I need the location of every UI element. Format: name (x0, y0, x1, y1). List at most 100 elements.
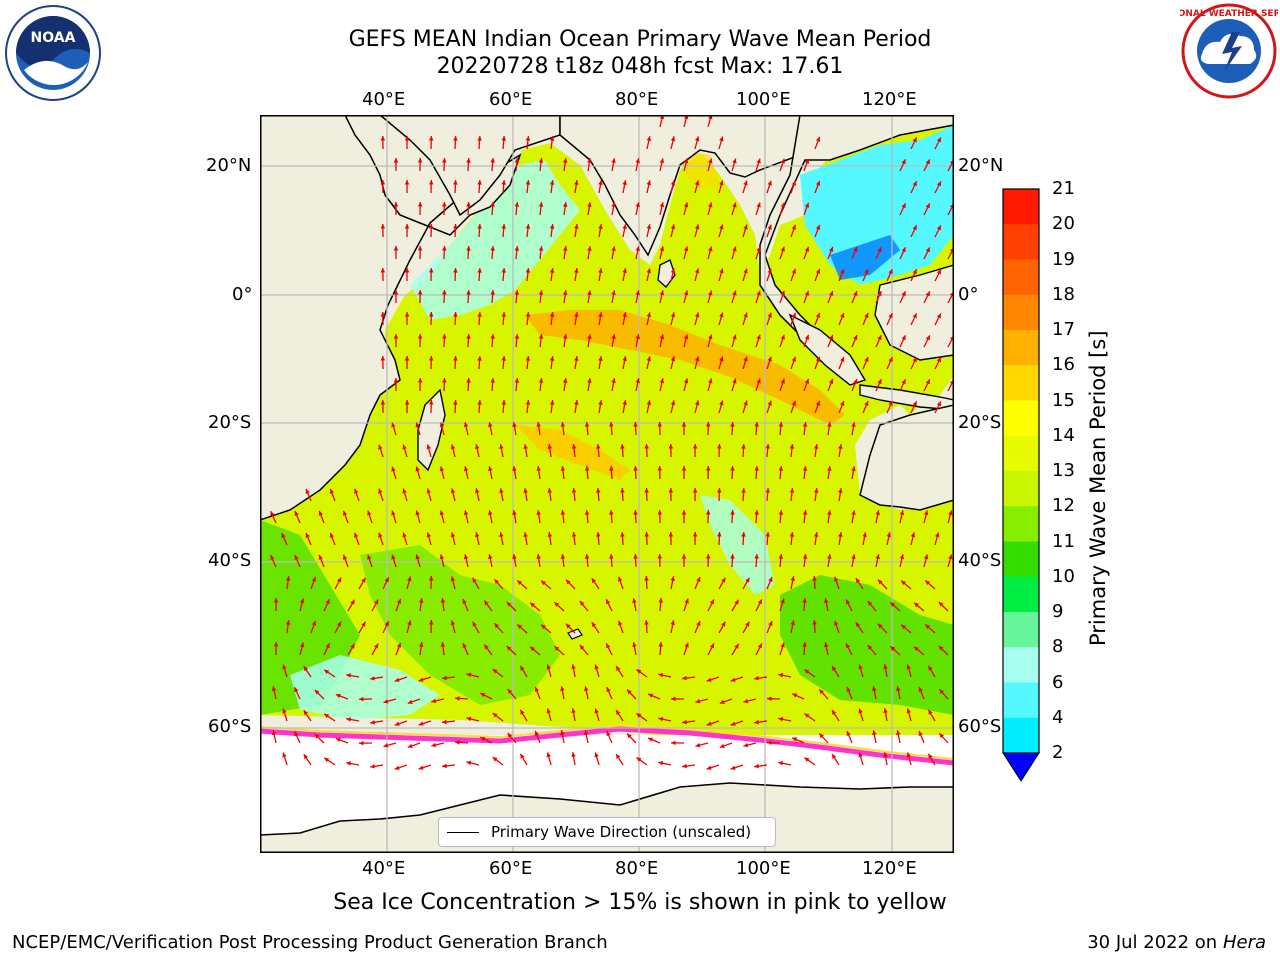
wave-direction-arrowhead (896, 730, 901, 736)
wave-direction-arrowhead (547, 532, 553, 537)
wave-direction-arrowhead (450, 620, 456, 626)
wave-direction-arrowhead (415, 554, 420, 560)
wave-direction-arrowhead (732, 290, 737, 296)
wave-direction-arrowhead (659, 246, 665, 252)
wave-direction-arrowhead (453, 180, 458, 185)
wave-direction-arrowhead (584, 510, 590, 515)
wave-direction-arrowhead (466, 760, 472, 766)
colorbar-segment (1003, 400, 1039, 437)
wave-direction-arrowhead (780, 246, 785, 252)
wave-direction-arrowhead (571, 752, 576, 757)
wave-direction-arrowhead (620, 488, 625, 493)
run-date: 30 Jul 2022 on Hera (1087, 932, 1266, 953)
wave-direction-arrowhead (925, 291, 930, 297)
wave-direction-arrowhead (780, 598, 785, 604)
wave-direction-arrowhead (417, 290, 423, 295)
colorbar-tick-label: 20 (1052, 213, 1075, 235)
wave-direction-arrowhead (538, 202, 544, 207)
wave-direction-arrowhead (768, 621, 773, 627)
wave-direction-arrowhead (616, 753, 621, 759)
wave-direction-arrowhead (538, 158, 544, 163)
colorbar-segment (1003, 224, 1039, 260)
wave-direction-arrowhead (695, 698, 701, 704)
wave-direction-arrowhead (732, 246, 737, 252)
wave-direction-arrowhead (670, 312, 676, 318)
wave-direction-arrowhead (538, 290, 544, 295)
wave-direction-arrowhead (477, 136, 482, 141)
wave-direction-arrowhead (767, 268, 772, 274)
wave-direction-arrowhead (802, 510, 808, 515)
chart-subtitle: 20220728 t18z 048h fcst Max: 17.61 (436, 54, 844, 79)
colorbar-segment (1003, 435, 1039, 472)
wave-direction-arrowhead (571, 444, 577, 449)
wave-direction-arrowhead (538, 334, 544, 339)
run-date-text: 30 Jul 2022 on (1087, 932, 1223, 953)
wave-direction-arrowhead (658, 672, 664, 678)
wave-direction-arrowhead (428, 400, 434, 405)
wave-direction-arrowhead (501, 312, 507, 317)
wave-direction-arrowhead (867, 601, 873, 606)
wave-direction-arrowhead (754, 554, 759, 559)
wave-direction-arrowhead (757, 643, 762, 649)
wave-direction-arrowhead (492, 713, 498, 718)
wave-direction-arrowhead (501, 136, 507, 141)
wave-direction-arrowhead (741, 444, 746, 449)
wave-direction-arrowhead (743, 698, 749, 704)
bottom-lon-tick: 100°E (736, 858, 791, 879)
wave-direction-arrowhead (598, 400, 603, 405)
wave-direction-arrowhead (765, 488, 771, 493)
wave-direction-arrowhead (659, 334, 665, 340)
wave-direction-arrowhead (273, 642, 279, 647)
wave-direction-arrowhead (404, 224, 410, 229)
wave-direction-arrowhead (404, 136, 410, 141)
right-lat-tick: 20°S (958, 412, 1002, 433)
wave-direction-arrowhead (383, 699, 389, 704)
wave-direction-arrowhead (396, 642, 402, 648)
wave-direction-arrowhead (741, 532, 746, 537)
wave-direction-arrowhead (829, 246, 834, 252)
wave-direction-arrowhead (888, 401, 893, 407)
wave-direction-arrowhead (635, 158, 640, 164)
wave-direction-arrowhead (466, 334, 471, 339)
top-lon-tick: 60°E (489, 89, 533, 110)
wave-direction-arrowhead (708, 202, 713, 208)
wave-direction-arrowhead (851, 422, 856, 427)
wave-direction-arrowhead (453, 400, 458, 405)
wave-direction-arrowhead (682, 763, 687, 769)
colorbar-frame (1002, 188, 1040, 754)
wave-direction-arrowhead (853, 334, 858, 340)
wave-direction-arrowhead (370, 720, 375, 725)
wave-direction-arrowhead (938, 601, 944, 607)
wave-direction-arrowhead (440, 598, 446, 603)
wave-direction-arrowhead (587, 246, 592, 251)
wave-direction-arrowhead (767, 400, 772, 406)
bottom-lon-tick: 80°E (615, 858, 659, 879)
wave-direction-arrowhead (719, 699, 725, 705)
wave-direction-arrowhead (501, 400, 507, 405)
wave-direction-arrowhead (466, 378, 471, 383)
wave-direction-arrowhead (948, 510, 953, 516)
wave-direction-arrowhead (616, 709, 621, 715)
sea-ice-note: Sea Ice Concentration > 15% is shown in … (333, 890, 947, 915)
wave-direction-arrowhead (756, 246, 761, 252)
wave-direction-arrowhead (719, 356, 724, 362)
wave-direction-arrowhead (719, 312, 724, 318)
wave-direction-arrowhead (819, 733, 824, 739)
wave-direction-arrowhead (325, 599, 330, 605)
colorbar-underflow-triangle (1002, 752, 1040, 782)
wave-direction-arrowhead (778, 717, 784, 722)
right-lat-tick: 0° (958, 284, 979, 305)
wave-direction-arrowhead (906, 708, 911, 714)
wave-direction-arrowhead (790, 620, 795, 626)
wave-direction-arrowhead (393, 158, 399, 163)
wave-direction-arrowhead (370, 676, 375, 681)
bottom-lon-tick: 60°E (489, 858, 533, 879)
wave-direction-arrowhead (732, 202, 737, 208)
wave-direction-arrowhead (374, 643, 379, 649)
wave-direction-arrowhead (658, 716, 664, 722)
wave-direction-arrowhead (912, 137, 917, 143)
wave-direction-arrowhead (391, 422, 396, 428)
wave-direction-arrowhead (311, 620, 317, 626)
wave-direction-arrowhead (587, 202, 592, 207)
wave-direction-arrowhead (517, 580, 523, 586)
